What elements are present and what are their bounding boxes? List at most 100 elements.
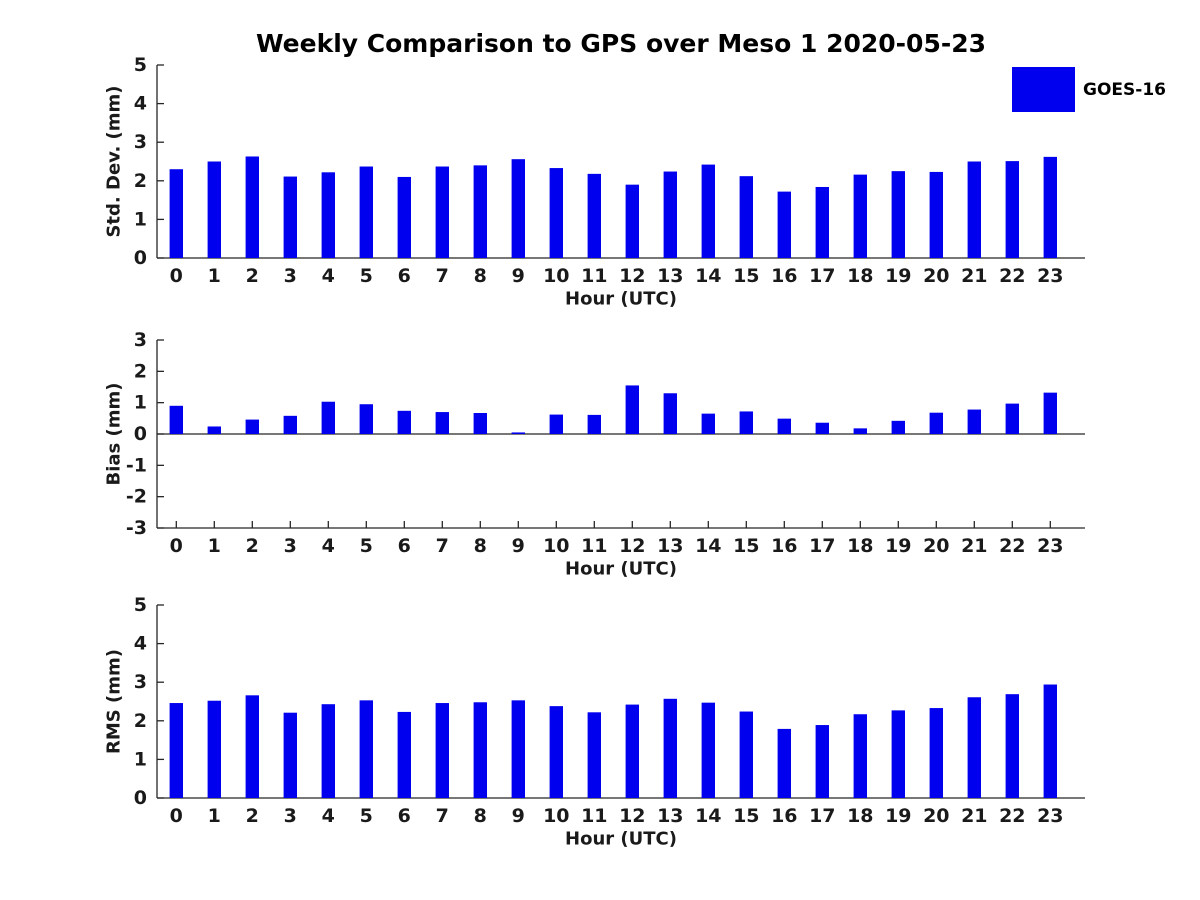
- y-tick-label: 1: [134, 748, 147, 770]
- bar-hour-9: [511, 159, 525, 258]
- x-tick-label: 5: [360, 265, 373, 287]
- rms-ylabel: RMS (mm): [104, 649, 125, 754]
- x-tick-label: 22: [999, 535, 1025, 557]
- legend-swatch-goes16: [1012, 67, 1075, 112]
- x-tick-label: 22: [999, 265, 1025, 287]
- x-tick-label: 8: [474, 805, 487, 827]
- x-tick-label: 15: [733, 265, 759, 287]
- figure-title: Weekly Comparison to GPS over Meso 1 202…: [255, 29, 987, 58]
- std-dev-xlabel: Hour (UTC): [565, 289, 677, 310]
- x-tick-label: 9: [512, 265, 525, 287]
- y-tick-label: 1: [134, 392, 147, 414]
- bar-hour-9: [511, 700, 525, 798]
- bar-hour-20: [929, 708, 943, 798]
- bar-hour-4: [321, 704, 335, 798]
- y-tick-label: 2: [134, 170, 147, 192]
- bar-hour-23: [1043, 684, 1057, 798]
- x-tick-label: 17: [809, 535, 835, 557]
- bar-hour-19: [891, 171, 905, 258]
- y-tick-label: 5: [134, 594, 147, 616]
- bar-hour-10: [549, 414, 563, 434]
- x-tick-label: 9: [512, 805, 525, 827]
- x-tick-label: 16: [771, 535, 797, 557]
- x-tick-label: 17: [809, 805, 835, 827]
- x-tick-label: 14: [695, 535, 721, 557]
- bar-hour-12: [625, 385, 639, 434]
- bar-hour-12: [625, 184, 639, 258]
- x-tick-label: 17: [809, 265, 835, 287]
- bar-hour-13: [663, 171, 677, 258]
- y-tick-label: 0: [134, 247, 147, 269]
- x-tick-label: 10: [543, 805, 569, 827]
- bar-hour-19: [891, 420, 905, 434]
- x-tick-label: 1: [208, 265, 221, 287]
- bar-hour-3: [283, 712, 297, 798]
- bias-ylabel: Bias (mm): [104, 383, 125, 486]
- x-tick-label: 3: [284, 805, 297, 827]
- bar-hour-7: [435, 166, 449, 258]
- x-tick-label: 0: [170, 535, 183, 557]
- bar-hour-11: [587, 712, 601, 798]
- x-tick-label: 2: [246, 265, 259, 287]
- bar-hour-15: [739, 411, 753, 434]
- x-tick-label: 20: [923, 265, 949, 287]
- x-tick-label: 15: [733, 805, 759, 827]
- x-tick-label: 18: [847, 805, 873, 827]
- y-tick-label: 0: [134, 423, 147, 445]
- bar-hour-22: [1005, 403, 1019, 434]
- bar-hour-18: [853, 714, 867, 798]
- bar-hour-1: [207, 426, 221, 434]
- y-tick-label: -2: [126, 486, 147, 508]
- x-tick-label: 5: [360, 805, 373, 827]
- x-tick-label: 12: [619, 265, 645, 287]
- bar-hour-16: [777, 418, 791, 434]
- bar-hour-17: [815, 186, 829, 258]
- x-tick-label: 2: [246, 805, 259, 827]
- x-tick-label: 19: [885, 265, 911, 287]
- bar-hour-11: [587, 414, 601, 434]
- x-tick-label: 10: [543, 265, 569, 287]
- bar-hour-2: [245, 156, 259, 258]
- x-tick-label: 16: [771, 805, 797, 827]
- x-tick-label: 13: [657, 805, 683, 827]
- bar-hour-8: [473, 165, 487, 258]
- bar-hour-7: [435, 703, 449, 798]
- x-tick-label: 2: [246, 535, 259, 557]
- bar-hour-17: [815, 725, 829, 798]
- bar-hour-0: [169, 169, 183, 258]
- y-tick-label: -1: [126, 454, 147, 476]
- bar-hour-5: [359, 700, 373, 798]
- y-tick-label: 4: [134, 93, 147, 115]
- y-tick-label: 0: [134, 787, 147, 809]
- x-tick-label: 11: [581, 265, 607, 287]
- bar-hour-14: [701, 164, 715, 258]
- x-tick-label: 7: [436, 265, 449, 287]
- y-tick-label: 1: [134, 208, 147, 230]
- bar-hour-1: [207, 700, 221, 798]
- bar-hour-9: [511, 432, 525, 434]
- bar-hour-4: [321, 172, 335, 258]
- bar-hour-18: [853, 428, 867, 434]
- x-tick-label: 23: [1037, 265, 1063, 287]
- y-tick-label: 3: [134, 671, 147, 693]
- bar-hour-2: [245, 419, 259, 434]
- bar-hour-11: [587, 173, 601, 258]
- x-tick-label: 21: [961, 805, 987, 827]
- x-tick-label: 21: [961, 535, 987, 557]
- x-tick-label: 1: [208, 535, 221, 557]
- x-tick-label: 23: [1037, 535, 1063, 557]
- bar-hour-0: [169, 405, 183, 434]
- x-tick-label: 6: [398, 805, 411, 827]
- x-tick-label: 3: [284, 535, 297, 557]
- x-tick-label: 10: [543, 535, 569, 557]
- x-tick-label: 15: [733, 535, 759, 557]
- bar-hour-19: [891, 710, 905, 798]
- x-tick-label: 0: [170, 805, 183, 827]
- bar-hour-21: [967, 161, 981, 258]
- x-tick-label: 23: [1037, 805, 1063, 827]
- bar-hour-12: [625, 704, 639, 798]
- x-tick-label: 7: [436, 805, 449, 827]
